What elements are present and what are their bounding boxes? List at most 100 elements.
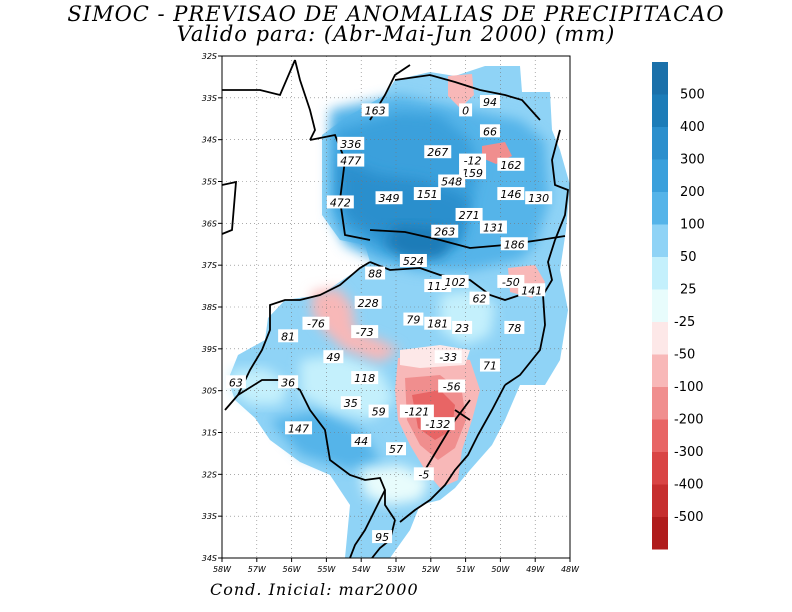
value-label-bg: [469, 291, 490, 305]
political-borders: [222, 59, 569, 558]
value-label-bg: [323, 350, 344, 364]
legend-swatch: [652, 387, 668, 420]
value-label: -50: [497, 274, 525, 289]
value-label-text: 349: [379, 192, 400, 205]
value-label: 102: [441, 274, 469, 289]
value-label-bg: [438, 174, 466, 188]
value-label: 59: [368, 404, 389, 419]
value-label: 0: [459, 103, 473, 117]
lat-label: 33S: [202, 512, 217, 521]
legend-swatch: [652, 192, 668, 225]
lon-label: 57W: [248, 565, 267, 574]
lon-label: 49W: [526, 565, 545, 574]
legend-swatch: [652, 517, 668, 550]
legend-swatch: [652, 159, 668, 192]
value-label-bg: [441, 274, 469, 288]
lat-label: 37S: [202, 261, 217, 270]
value-label: 118: [351, 371, 379, 385]
value-label-text: 263: [434, 226, 455, 239]
border-coast-pr: [551, 129, 569, 241]
value-label-bg: [413, 187, 441, 201]
value-label-text: 163: [365, 104, 386, 117]
value-label-text: -50: [502, 276, 520, 289]
border-coast-sc: [504, 239, 556, 386]
value-label-text: 62: [473, 293, 487, 306]
value-label: 181: [424, 316, 452, 331]
value-label-text: 548: [441, 176, 462, 189]
value-label-bg: [497, 157, 525, 171]
value-label-text: -76: [307, 318, 325, 331]
value-label-text: 141: [521, 284, 542, 297]
value-label: 336: [337, 136, 365, 151]
lon-label: 55W: [317, 565, 336, 574]
value-label: -73: [351, 325, 379, 339]
value-label-bg: [326, 195, 354, 209]
legend-label: -25: [674, 315, 695, 330]
value-label-bg: [459, 153, 487, 167]
value-label: 66: [479, 124, 500, 138]
value-label-text: -121: [404, 406, 429, 419]
value-label-bg: [351, 325, 379, 339]
value-label-text: -56: [443, 380, 461, 393]
lon-label: 56W: [283, 565, 302, 574]
value-label: 36: [278, 375, 299, 389]
value-label-text: 95: [375, 531, 389, 544]
legend-label: -400: [674, 478, 704, 493]
value-label: 23: [452, 320, 473, 335]
color-legend: 500 400 300 200 100 50 25 -25 -50 -100 -200 -300 -40…: [652, 62, 705, 550]
value-label-bg: [225, 375, 246, 389]
value-label: 71: [479, 358, 500, 373]
value-label-text: 146: [500, 188, 521, 201]
border-bolivia-paraguay: [222, 59, 316, 141]
legend-label: -100: [674, 380, 704, 395]
value-label-bg: [403, 312, 424, 326]
legend-label: 300: [680, 153, 705, 168]
value-label: 271: [455, 207, 483, 222]
title-line-2: Valido para: (Abr-Mai-Jun 2000) (mm): [176, 22, 616, 46]
value-label-text: 66: [483, 125, 497, 138]
value-label: 95: [372, 530, 393, 544]
latitude-labels: 32S 33S 34S 35S 36S 37S 38S 39S 30S 31S 32S 33S 34S: [202, 52, 217, 563]
value-label: 349: [375, 191, 403, 205]
value-label-bg: [368, 404, 389, 418]
value-label-text: -5: [418, 468, 429, 481]
value-label-text: 267: [427, 146, 448, 159]
value-label-text: 102: [445, 276, 466, 289]
legend-label: 500: [680, 88, 705, 103]
legend-label: -500: [674, 510, 704, 525]
legend-swatch: [652, 224, 668, 257]
value-label-text: -73: [356, 326, 374, 339]
value-label: 130: [525, 191, 553, 205]
value-label: 146: [497, 187, 525, 201]
value-label-bg: [365, 266, 386, 280]
lat-label: 30S: [202, 387, 217, 396]
value-label: -12: [459, 153, 487, 168]
value-label-text: 524: [403, 255, 424, 268]
value-label-text: 57: [389, 443, 403, 456]
value-label: -33: [434, 350, 462, 364]
value-label-bg: [479, 220, 507, 234]
value-label-bg: [424, 145, 452, 159]
value-label-bg: [438, 379, 466, 393]
value-label-text: 78: [507, 322, 521, 335]
border-sc-rs: [369, 261, 541, 301]
legend-swatch: [652, 289, 668, 322]
value-label-bg: [372, 530, 393, 544]
lon-label: 54W: [352, 565, 371, 574]
border-paraguay-argentina-west: [222, 180, 237, 235]
value-label: 63: [225, 375, 246, 389]
value-label: 472: [326, 195, 354, 209]
value-label-bg: [285, 421, 313, 435]
value-label-bg: [497, 187, 525, 201]
legend-swatch: [652, 257, 668, 290]
value-label-text: 44: [354, 435, 368, 448]
value-label: 88: [365, 266, 386, 281]
value-label-bg: [459, 103, 473, 117]
legend-swatch: [652, 419, 668, 452]
value-label-bg: [399, 253, 427, 267]
value-label-text: 336: [340, 138, 361, 151]
initial-condition-caption: Cond. Inicial: mar2000: [210, 580, 419, 599]
value-label-bg: [354, 295, 382, 309]
legend-swatch-top: [652, 62, 668, 95]
